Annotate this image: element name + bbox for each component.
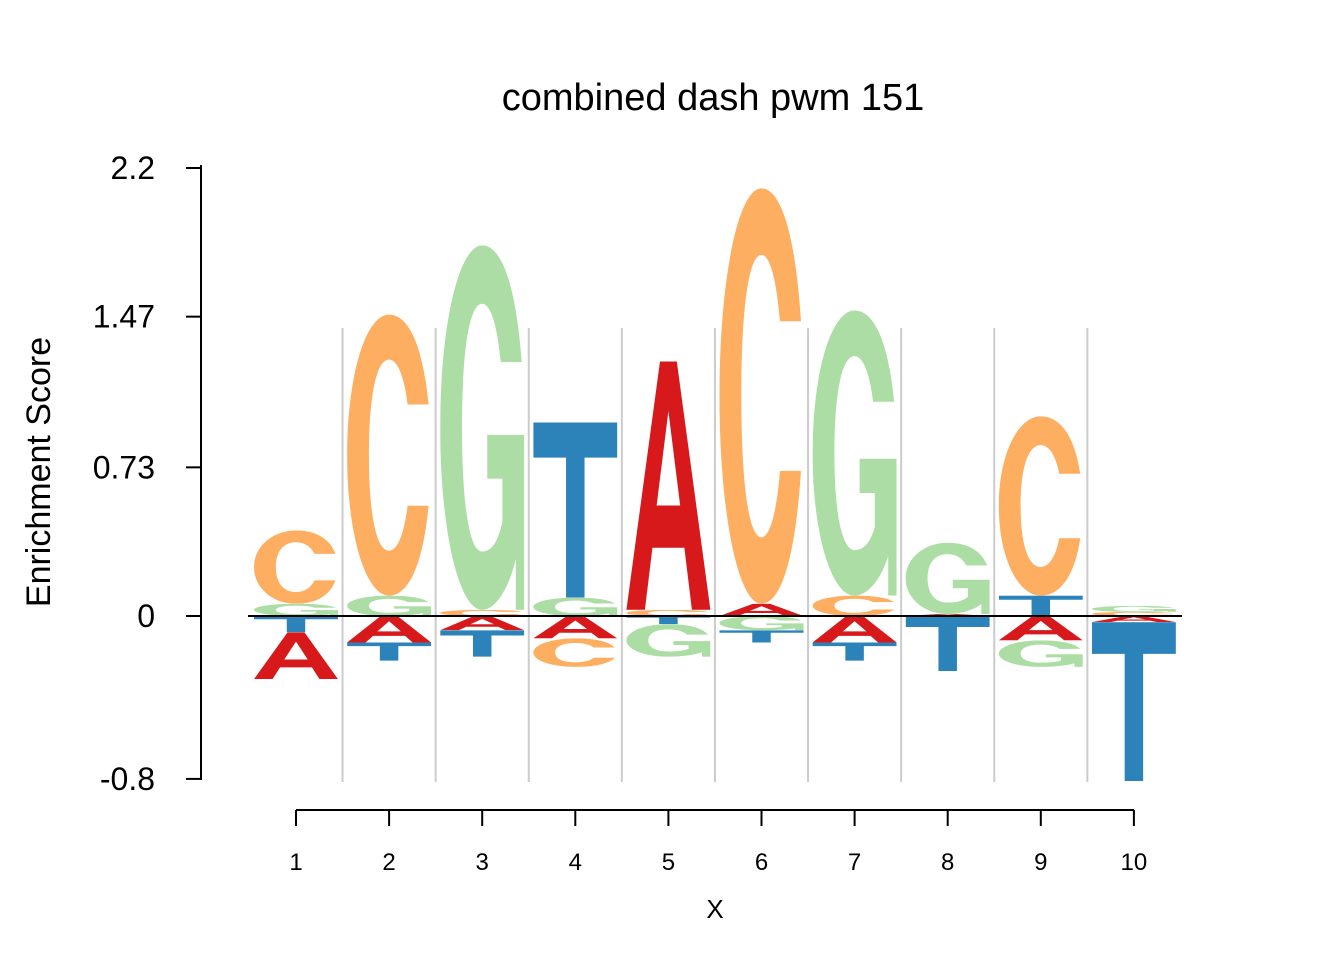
x-tick-label: 9 [1034,849,1047,876]
x-tick-label: 10 [1121,849,1148,876]
letter-t-pos5 [626,616,711,625]
x-tick-label: 3 [476,849,489,876]
letter-a-pos1 [254,632,338,680]
x-tick-label: 5 [662,849,675,876]
letter-g-pos8 [905,542,990,614]
x-tick-label: 6 [755,849,768,876]
letter-g-pos5 [626,624,711,657]
letter-t-pos1 [254,616,338,633]
letter-g-pos4 [533,597,618,616]
position-separators [341,328,1089,782]
y-axis: -0.8 0 0.73 1.47 2.2 [93,150,202,797]
x-tick-label: 2 [382,849,395,876]
chart-title: combined dash pwm 151 [502,77,924,119]
letter-a-pos4 [533,616,618,639]
letter-g-pos7 [812,310,897,596]
x-axis-label: X [706,894,723,924]
letter-a-pos7 [812,616,897,643]
letter-t-pos6 [719,630,804,643]
y-tick-label: 1.47 [93,299,155,335]
y-tick-label: 0.73 [93,449,155,485]
letter-g-pos1 [254,603,338,616]
letter-t-pos8 [905,616,990,671]
y-tick-label: -0.8 [100,761,155,797]
letter-a-pos3 [440,616,525,631]
letter-c-pos7 [812,595,895,616]
x-tick-label: 7 [848,849,861,876]
letter-g-pos10 [1091,605,1176,612]
letter-g-pos6 [719,616,804,631]
letter-t-pos4 [533,422,618,598]
x-axis: 1 2 3 4 5 6 7 8 9 10 [289,809,1148,876]
letter-c-pos1 [254,530,336,604]
letter-a-pos5 [626,361,711,610]
letter-a-pos9 [998,616,1083,641]
letter-c-pos4 [533,638,615,667]
x-tick-label: 8 [941,849,954,876]
letter-a-pos6 [719,603,804,616]
y-axis-label: Enrichment Score [20,337,58,607]
letter-t-pos3 [440,630,525,657]
letter-g-pos9 [998,640,1083,667]
x-tick-label: 4 [569,849,582,876]
letter-t-pos2 [347,642,432,661]
letter-c-pos2 [347,314,429,596]
letter-a-pos2 [347,616,432,643]
y-tick-label: 0 [137,598,155,634]
letter-c-pos6 [719,188,801,604]
letter-t-pos10 [1091,622,1176,781]
y-tick-label: 2.2 [111,150,155,186]
letter-t-pos7 [812,642,897,661]
letter-t-pos9 [998,595,1083,616]
letter-c-pos9 [998,416,1081,596]
letter-g-pos2 [347,595,432,616]
letter-g-pos3 [440,245,525,610]
x-tick-label: 1 [289,849,302,876]
